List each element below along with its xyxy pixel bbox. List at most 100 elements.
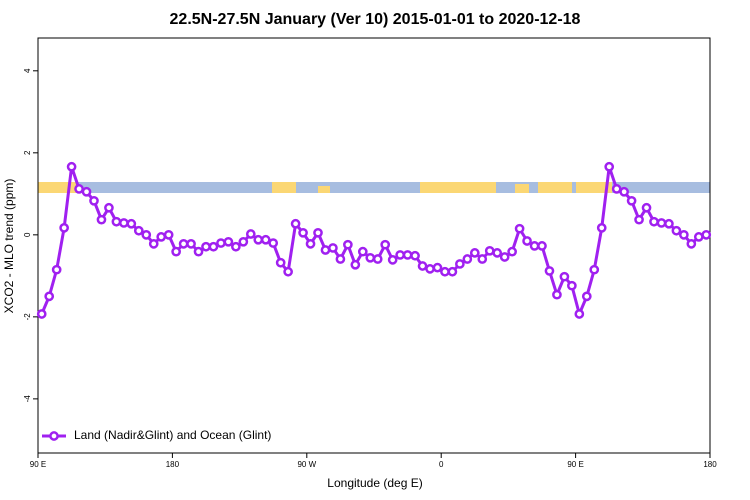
- point: [51, 264, 62, 275]
- point: [425, 264, 435, 274]
- point: [537, 241, 547, 251]
- y-tick-label: 0: [23, 232, 32, 237]
- plot-frame: [37, 37, 711, 454]
- point: [365, 252, 376, 263]
- land-band: [38, 182, 78, 193]
- point: [649, 216, 659, 227]
- x-axis-label: Longitude (deg E): [327, 476, 422, 490]
- point: [283, 266, 293, 277]
- point: [604, 161, 615, 172]
- point: [619, 186, 629, 197]
- point: [529, 241, 540, 251]
- point: [581, 291, 592, 302]
- point: [96, 214, 107, 225]
- point: [253, 234, 264, 245]
- point: [245, 229, 256, 239]
- point: [208, 241, 219, 252]
- legend-label: Land (Nadir&Glint) and Ocean (Glint): [74, 428, 271, 442]
- point: [178, 239, 189, 249]
- point: [462, 254, 473, 264]
- ocean-band: [38, 182, 710, 193]
- point: [574, 309, 585, 319]
- land-band: [576, 182, 612, 193]
- point: [455, 259, 465, 269]
- point: [559, 271, 570, 282]
- point: [544, 266, 555, 276]
- point: [380, 239, 391, 250]
- point: [477, 254, 488, 264]
- y-tick-label: 4: [23, 68, 32, 73]
- point: [313, 227, 323, 238]
- point: [686, 239, 697, 249]
- point: [514, 223, 525, 234]
- point: [186, 239, 196, 249]
- point: [36, 309, 47, 319]
- point: [74, 184, 84, 194]
- point: [522, 236, 532, 246]
- point: [589, 264, 600, 275]
- x-tick-label: 90 E: [567, 460, 583, 469]
- point: [126, 218, 137, 229]
- point: [141, 229, 152, 240]
- point: [260, 234, 271, 245]
- point: [507, 246, 517, 257]
- land-band: [420, 182, 496, 193]
- point: [402, 250, 413, 260]
- point: [216, 238, 226, 248]
- point: [343, 239, 353, 250]
- point: [440, 266, 450, 277]
- point: [148, 239, 159, 249]
- point: [671, 225, 682, 236]
- point: [447, 266, 458, 277]
- point: [567, 280, 577, 291]
- point: [133, 225, 144, 236]
- x-tick-label: 180: [703, 460, 717, 469]
- y-tick-label: 2: [23, 150, 32, 155]
- point: [44, 291, 55, 302]
- point: [163, 229, 174, 240]
- point: [89, 195, 99, 206]
- point: [395, 250, 405, 260]
- point: [201, 241, 211, 252]
- point: [701, 229, 712, 240]
- point: [357, 246, 368, 257]
- point: [59, 223, 69, 233]
- point: [328, 243, 338, 253]
- point: [387, 255, 398, 265]
- x-tick-label: 90 W: [297, 460, 316, 469]
- point: [417, 261, 428, 271]
- land-band: [538, 182, 572, 193]
- point: [469, 248, 480, 258]
- land-band: [272, 182, 296, 193]
- point: [231, 241, 241, 252]
- point: [492, 248, 503, 258]
- point: [119, 218, 129, 228]
- point: [275, 257, 286, 268]
- point: [298, 227, 308, 238]
- point: [679, 229, 689, 240]
- point: [664, 218, 674, 229]
- point: [693, 232, 704, 242]
- point: [171, 246, 181, 257]
- x-tick-label: 180: [166, 460, 180, 469]
- point: [641, 202, 652, 213]
- point: [552, 289, 562, 300]
- point: [290, 218, 301, 229]
- chart-title: 22.5N-27.5N January (Ver 10) 2015-01-01 …: [170, 11, 581, 28]
- point: [656, 218, 667, 228]
- land-band: [318, 186, 330, 193]
- map-strip: [38, 182, 710, 193]
- point: [410, 250, 420, 261]
- x-tick-label: 90 E: [30, 460, 46, 469]
- point: [350, 259, 361, 270]
- point: [156, 232, 167, 242]
- point: [611, 184, 622, 194]
- point: [223, 236, 234, 247]
- point: [626, 195, 637, 206]
- point: [335, 254, 346, 264]
- legend-marker: [49, 431, 59, 441]
- point: [499, 252, 510, 262]
- point: [372, 254, 383, 264]
- point: [484, 245, 495, 256]
- point: [634, 214, 644, 225]
